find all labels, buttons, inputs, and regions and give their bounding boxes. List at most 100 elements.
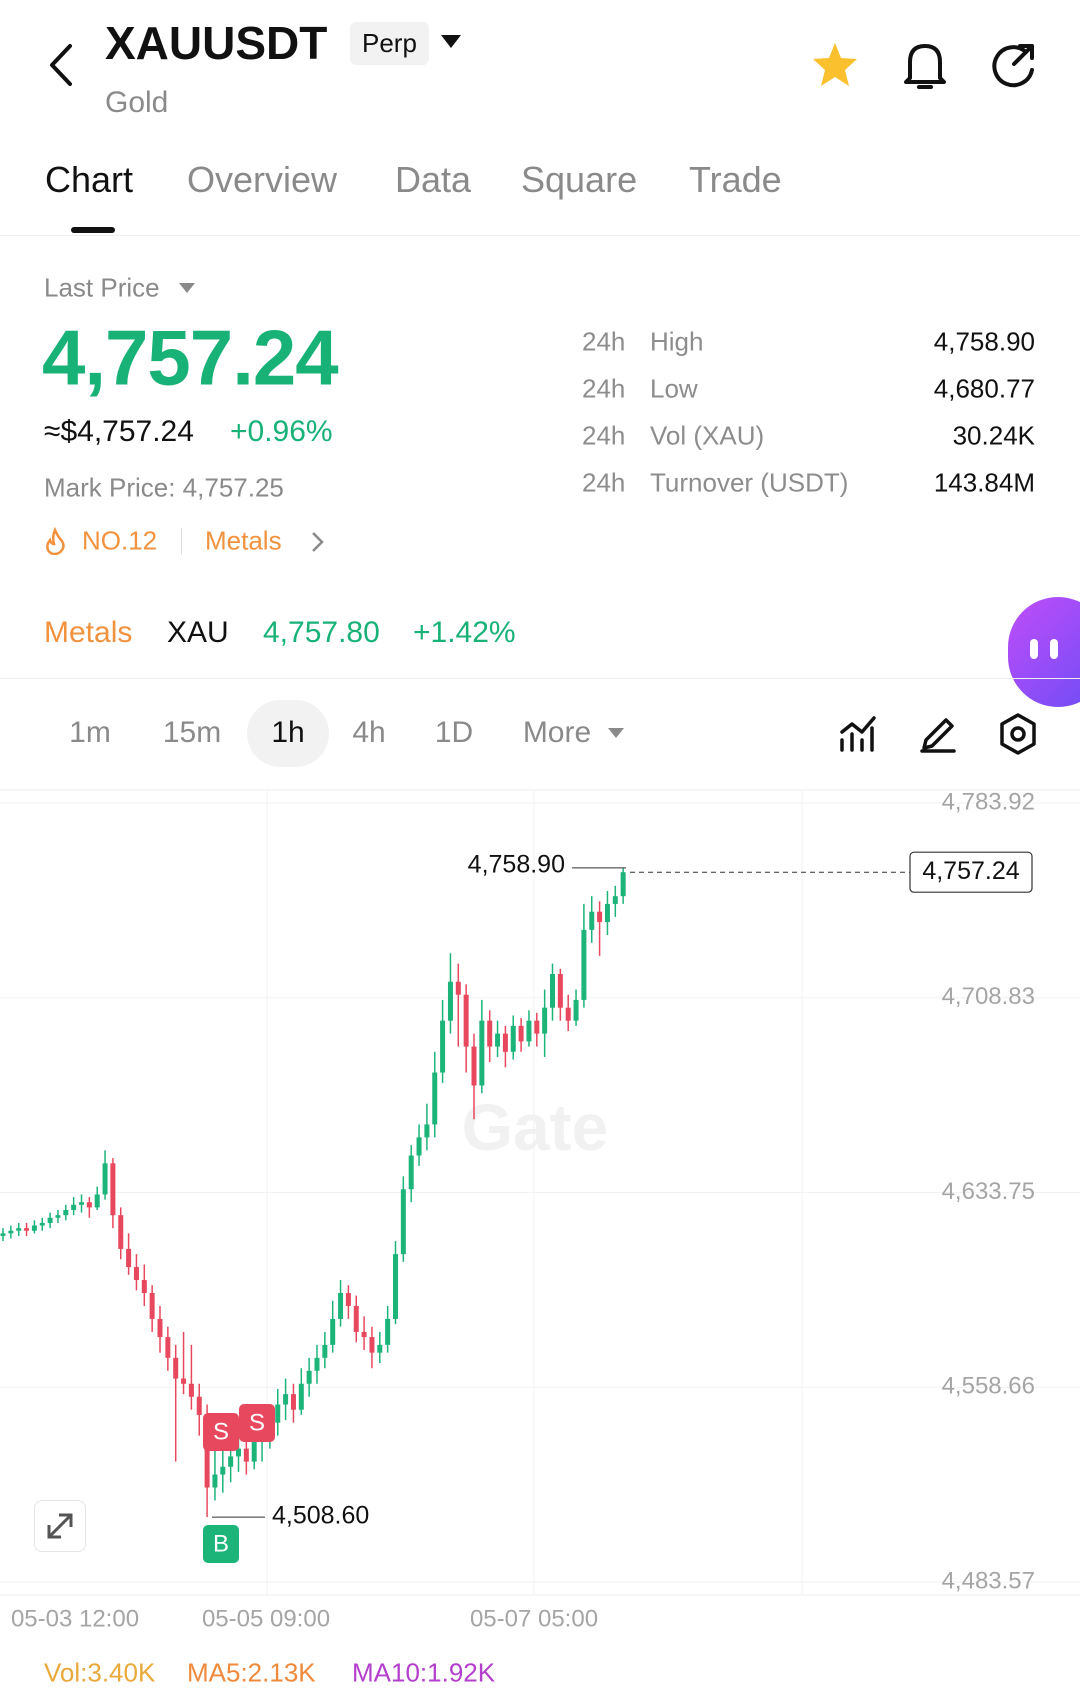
rank[interactable]: NO.12 xyxy=(82,525,158,556)
interval[interactable]: 15m xyxy=(162,716,222,749)
interval[interactable]: 4h xyxy=(352,716,386,749)
candle-body xyxy=(228,1456,234,1467)
candle-body xyxy=(542,1007,548,1034)
settings-icon[interactable] xyxy=(998,712,1038,756)
related-price: 4,757.80 xyxy=(263,616,380,649)
signal-badge xyxy=(203,1413,239,1451)
candle-body xyxy=(149,1292,155,1319)
candle-body xyxy=(604,903,610,923)
candle-body xyxy=(526,1020,532,1042)
stat-label: Vol (XAU) xyxy=(650,420,765,451)
assistant-button[interactable] xyxy=(1008,597,1080,707)
candle-body xyxy=(165,1337,171,1358)
candle-body xyxy=(361,1331,367,1338)
candle-body xyxy=(502,1033,508,1052)
stat-period: 24h xyxy=(582,420,626,451)
interval-active[interactable]: 1h xyxy=(271,716,305,749)
candle-body xyxy=(330,1318,336,1345)
usd-price: ≈$4,757.24 xyxy=(44,415,194,448)
interval-pill xyxy=(247,700,329,767)
stat-label: High xyxy=(650,326,704,357)
share-icon[interactable] xyxy=(988,40,1040,92)
candle-body xyxy=(8,1230,14,1234)
tab[interactable]: Overview xyxy=(187,159,338,200)
contract-badge[interactable]: Perp xyxy=(350,22,429,65)
tab[interactable]: Square xyxy=(521,159,638,200)
candle-body xyxy=(432,1072,438,1125)
dropdown-arrow[interactable] xyxy=(440,34,462,50)
favorite-icon[interactable] xyxy=(810,40,860,90)
related-symbol[interactable]: XAU xyxy=(167,616,229,649)
candle-body xyxy=(126,1248,132,1268)
signal-badge xyxy=(203,1525,239,1563)
expand-button[interactable] xyxy=(34,1500,86,1552)
candle-body xyxy=(102,1163,108,1195)
stat-period: 24h xyxy=(582,467,626,498)
candle-body xyxy=(479,1020,485,1086)
tab-underline xyxy=(71,227,115,233)
signal-badge xyxy=(239,1404,275,1442)
candle-body xyxy=(94,1194,100,1208)
stat-value: 143.84M xyxy=(933,467,1035,498)
candle-body xyxy=(408,1155,414,1190)
alert-icon[interactable] xyxy=(900,40,950,92)
candle-body xyxy=(212,1474,218,1488)
candle-body xyxy=(377,1344,383,1353)
candle-body xyxy=(612,896,618,904)
back-button[interactable] xyxy=(40,40,80,90)
last-price: 4,757.24 xyxy=(42,313,339,402)
candle-body xyxy=(47,1217,53,1223)
signal-label: S xyxy=(249,1409,265,1436)
y-tick-label: 4,483.57 xyxy=(942,1567,1035,1594)
interval[interactable]: 1D xyxy=(434,716,474,749)
candle-body xyxy=(133,1267,139,1281)
hot-icon xyxy=(46,527,65,555)
price-label[interactable]: Last Price xyxy=(44,272,160,303)
candle-body xyxy=(220,1466,226,1475)
related-sector[interactable]: Metals xyxy=(44,616,133,649)
last-price-label: 4,757.24 xyxy=(922,857,1019,885)
candle-body xyxy=(510,1025,516,1052)
candle-body xyxy=(471,1046,477,1086)
interval[interactable]: More xyxy=(522,716,592,749)
candle-body xyxy=(487,1020,493,1047)
dropdown-arrow xyxy=(608,728,624,738)
separator xyxy=(181,528,182,554)
candle-body xyxy=(141,1280,147,1293)
candle-body xyxy=(589,911,595,930)
candle-body xyxy=(55,1215,61,1218)
low-marker-label: 4,508.60 xyxy=(272,1502,369,1530)
candle-body xyxy=(416,1137,422,1156)
tab-active[interactable]: Chart xyxy=(45,159,134,200)
price-change: +0.96% xyxy=(230,415,333,448)
candle-body xyxy=(236,1448,241,1457)
candle-body xyxy=(196,1396,202,1415)
candle-body xyxy=(534,1020,540,1034)
draw-icon[interactable] xyxy=(918,714,958,754)
stat-label: Turnover (USDT) xyxy=(650,467,849,498)
candle-body xyxy=(393,1254,398,1319)
candle-body xyxy=(118,1215,124,1249)
signal-label: S xyxy=(213,1418,229,1445)
candle-body xyxy=(275,1404,281,1423)
candle-body xyxy=(322,1344,328,1358)
sector-link[interactable]: Metals xyxy=(205,525,282,556)
candle-body xyxy=(243,1448,249,1462)
tab[interactable]: Trade xyxy=(689,159,782,200)
chevron xyxy=(312,532,324,552)
candle-body xyxy=(181,1378,187,1384)
candle-body xyxy=(63,1209,69,1216)
candle-body xyxy=(455,981,461,995)
stat-value: 4,680.77 xyxy=(933,373,1035,404)
candle-body xyxy=(424,1124,430,1138)
stat-value: 30.24K xyxy=(952,420,1035,451)
candle-body xyxy=(79,1202,84,1205)
watermark: Gate xyxy=(462,1090,609,1164)
interval[interactable]: 1m xyxy=(69,716,111,749)
tab[interactable]: Data xyxy=(395,159,472,200)
candle-body xyxy=(557,973,563,1008)
indicator-icon[interactable] xyxy=(838,714,878,754)
candle-body xyxy=(550,973,555,1008)
